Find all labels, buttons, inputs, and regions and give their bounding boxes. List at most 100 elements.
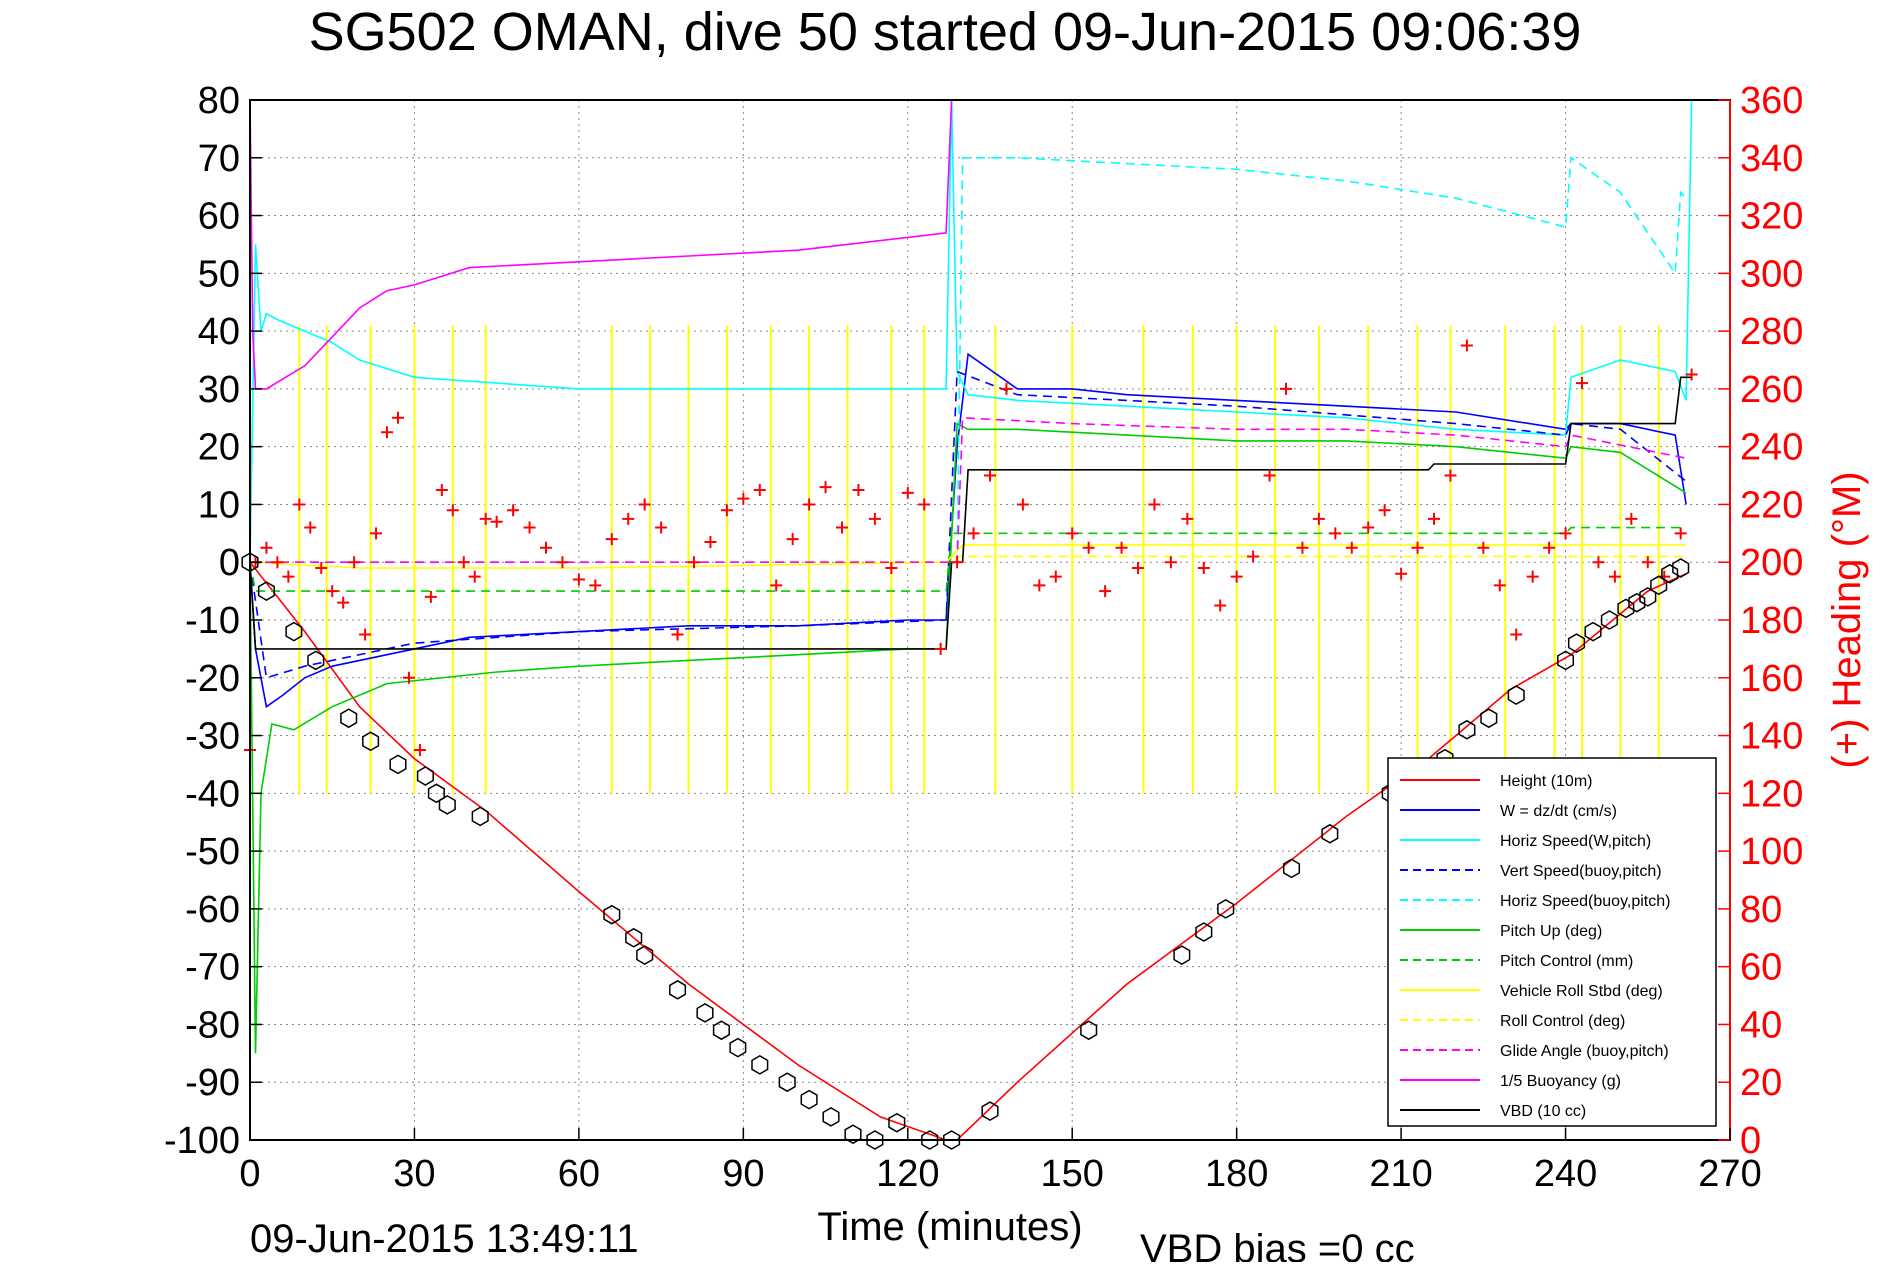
- y2-tick-label: 220: [1740, 484, 1803, 526]
- vbd-bias-label: VBD bias =0 cc: [1140, 1227, 1415, 1262]
- heading-point: [951, 556, 964, 569]
- depth-marker: [729, 1037, 747, 1058]
- y2-tick-label: 40: [1740, 1004, 1782, 1046]
- depth-marker: [1672, 558, 1690, 578]
- heading-point: [435, 484, 448, 496]
- depth-marker: [1080, 1020, 1098, 1041]
- depth-marker: [636, 945, 654, 965]
- heading-point: [1280, 382, 1292, 395]
- heading-point: [638, 498, 651, 511]
- y-tick-label: -30: [185, 716, 240, 758]
- heading-point: [468, 570, 481, 583]
- y2-tick-label: 60: [1740, 947, 1782, 989]
- y-tick-label: 50: [198, 253, 240, 295]
- y-tick-label: 0: [219, 542, 240, 584]
- depth-marker: [981, 1101, 999, 1121]
- heading-point: [1296, 541, 1309, 554]
- x-tick-label: 120: [876, 1153, 939, 1195]
- heading-point: [490, 515, 503, 528]
- heading-point: [304, 521, 317, 534]
- heading-point: [786, 533, 799, 546]
- heading-point: [1625, 512, 1638, 525]
- depth-marker: [438, 795, 456, 815]
- heading-point: [1477, 541, 1490, 554]
- depth-marker: [257, 581, 275, 601]
- heading-point: [901, 486, 914, 499]
- heading-point: [326, 585, 339, 598]
- heading-point: [424, 590, 437, 603]
- y-tick-label: -50: [185, 831, 240, 873]
- legend-label: Pitch Control (mm): [1500, 953, 1633, 970]
- heading-point: [381, 426, 394, 439]
- heading-point: [1148, 498, 1161, 511]
- depth-marker: [1567, 633, 1586, 653]
- x-tick-label: 30: [393, 1153, 435, 1195]
- heading-point: [737, 492, 750, 505]
- heading-point: [507, 504, 520, 517]
- marker-layer: [241, 552, 1690, 1150]
- depth-marker: [669, 979, 687, 1000]
- depth-marker: [943, 1130, 961, 1150]
- heading-point: [1164, 556, 1177, 569]
- depth-marker: [389, 754, 407, 775]
- legend-label: Vert Speed(buoy,pitch): [1500, 863, 1662, 880]
- heading-point: [1345, 541, 1358, 554]
- heading-point: [1395, 567, 1408, 580]
- legend-label: Roll Control (deg): [1500, 1013, 1625, 1030]
- heading-point: [1132, 562, 1144, 574]
- legend-box: [1387, 757, 1717, 1127]
- depth-marker: [1173, 945, 1191, 965]
- heading-point: [271, 556, 284, 569]
- heading-point: [605, 533, 618, 546]
- heading-layer: [244, 339, 1698, 756]
- depth-marker: [1195, 922, 1213, 942]
- heading-point: [523, 521, 536, 534]
- y2-tick-label: 360: [1740, 80, 1803, 122]
- y2-tick-label: 20: [1740, 1062, 1782, 1104]
- heading-point: [1312, 512, 1325, 525]
- depth-marker: [866, 1130, 884, 1150]
- heading-point: [934, 642, 947, 655]
- grid-layer: [250, 100, 1730, 1140]
- heading-point: [1247, 550, 1260, 563]
- depth-marker: [362, 731, 380, 752]
- heading-point: [1608, 570, 1621, 583]
- x-axis-label: Time (minutes): [817, 1205, 1082, 1249]
- depth-marker: [888, 1112, 906, 1133]
- depth-marker: [307, 650, 325, 671]
- depth-marker: [1661, 563, 1679, 584]
- heading-point: [1066, 527, 1079, 540]
- depth-marker: [1584, 621, 1602, 642]
- right-axis-label: (+) Heading (°M): [1825, 471, 1869, 768]
- depth-marker: [800, 1089, 818, 1110]
- heading-point: [392, 411, 404, 424]
- depth-marker: [1600, 610, 1618, 630]
- depth-marker: [822, 1107, 840, 1127]
- heading-point: [967, 527, 980, 540]
- heading-point: [688, 556, 700, 569]
- heading-point: [413, 744, 426, 756]
- heading-point: [1460, 339, 1473, 352]
- y-tick-label: -100: [164, 1120, 240, 1162]
- y-tick-label: -70: [185, 947, 240, 989]
- x-tick-label: 210: [1369, 1153, 1432, 1195]
- heading-point: [803, 498, 816, 511]
- y-tick-label: 70: [198, 138, 240, 180]
- y2-tick-label: 160: [1740, 658, 1803, 700]
- y-tick-label: 80: [198, 80, 240, 122]
- heading-point: [671, 628, 684, 641]
- y-tick-label: 60: [198, 196, 240, 238]
- heading-point: [720, 504, 733, 517]
- heading-point: [885, 562, 898, 574]
- heading-point: [1378, 504, 1391, 517]
- y2-tick-label: 300: [1740, 253, 1803, 295]
- y2-tick-label: 280: [1740, 311, 1803, 353]
- heading-point: [402, 671, 415, 684]
- depth-marker: [1480, 708, 1498, 729]
- depth-marker: [1282, 858, 1301, 879]
- x-tick-label: 270: [1698, 1153, 1761, 1195]
- legend-label: W = dz/dt (cm/s): [1500, 803, 1617, 820]
- y-tick-label: -20: [185, 658, 240, 700]
- y-tick-label: 20: [198, 427, 240, 469]
